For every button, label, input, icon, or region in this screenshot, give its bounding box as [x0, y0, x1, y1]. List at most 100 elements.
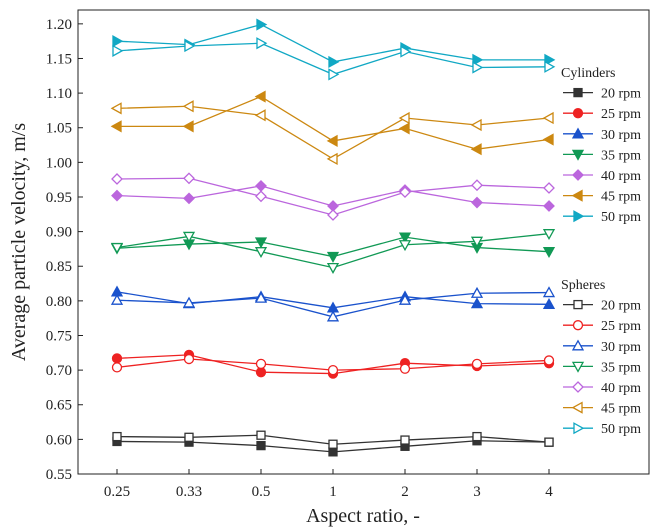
data-point: [256, 37, 268, 50]
y-tick-label: 1.05: [46, 121, 72, 137]
series-layer: [110, 18, 556, 457]
data-point: [326, 310, 340, 322]
data-point: [256, 18, 268, 31]
legend-marker: [571, 127, 585, 139]
legend-label: 20 rpm: [601, 299, 641, 314]
x-axis-title: Aspect ratio, -: [306, 505, 420, 527]
x-tick-label: 2: [401, 484, 409, 500]
data-point: [254, 247, 268, 259]
legend: Cylinders 20 rpm 25 rpm 30 rpm 35 rpm 40 rpm 4…: [561, 66, 641, 437]
data-point: [326, 134, 338, 147]
y-tick-label: 1.10: [46, 86, 72, 102]
data-point: [542, 247, 556, 259]
data-point: [183, 192, 195, 205]
data-point: [543, 200, 555, 212]
y-tick-label: 0.60: [46, 432, 72, 448]
data-point: [398, 240, 412, 252]
data-point: [470, 236, 484, 248]
data-point: [110, 293, 124, 305]
data-point: [543, 355, 555, 366]
data-point: [110, 242, 124, 254]
data-point: [472, 431, 482, 442]
data-point: [544, 437, 554, 447]
legend-label: 25 rpm: [601, 319, 641, 334]
data-point: [399, 363, 411, 374]
legend-marker: [573, 299, 583, 310]
data-point: [183, 172, 195, 185]
legend-marker: [572, 381, 584, 393]
data-point: [398, 232, 412, 244]
series-spheres-45-rpm: [110, 100, 554, 166]
data-point: [328, 55, 340, 69]
data-point: [112, 35, 124, 48]
y-axis-title: Average particle velocity, m/s: [8, 123, 30, 361]
data-point: [398, 293, 412, 305]
data-point: [327, 364, 339, 376]
data-point: [472, 61, 484, 74]
data-point: [470, 118, 482, 132]
legend-entry: 25 rpm: [563, 319, 641, 334]
x-tick-label: 0.5: [252, 484, 271, 500]
series-spheres-20-rpm: [112, 430, 554, 449]
series-spheres-35-rpm: [110, 229, 556, 274]
data-point: [182, 120, 194, 133]
data-point: [542, 229, 556, 241]
legend-entry: 20 rpm: [563, 87, 641, 102]
legend-label: 40 rpm: [601, 381, 641, 396]
legend-group-title: Spheres: [561, 278, 605, 293]
data-point: [255, 367, 267, 378]
y-tick-label: 0.65: [46, 398, 72, 414]
legend-entry: 50 rpm: [563, 210, 641, 225]
y-tick-label: 0.70: [46, 363, 72, 379]
legend-entry: 30 rpm: [563, 127, 641, 143]
data-point: [256, 440, 266, 451]
legend-group-title: Cylinders: [561, 66, 615, 81]
data-point: [328, 447, 338, 457]
data-point: [326, 251, 340, 263]
data-point: [543, 182, 555, 194]
data-point: [184, 39, 196, 53]
data-point: [255, 358, 267, 370]
data-point: [398, 122, 410, 135]
y-axis-ticks: 0.55 0.60 0.65 0.70 0.75 0.80 0.85 0.90 0.95 1.00…: [46, 17, 83, 483]
legend-entry: 20 rpm: [563, 299, 641, 314]
data-point: [112, 431, 122, 442]
series-cylinders-30-rpm: [110, 285, 556, 313]
legend-entry: 35 rpm: [563, 360, 641, 375]
data-point: [400, 435, 410, 445]
y-tick-label: 0.80: [46, 294, 72, 310]
legend-entry: 30 rpm: [563, 339, 641, 355]
data-point: [112, 44, 124, 57]
series-spheres-30-rpm: [110, 286, 556, 322]
x-axis-ticks: 0.25 0.33 0.5 1 2 3 4: [104, 469, 553, 500]
series-spheres-40-rpm: [111, 172, 555, 221]
data-point: [328, 439, 338, 449]
x-tick-label: 1: [329, 484, 337, 500]
data-point: [111, 353, 123, 364]
data-point: [110, 120, 122, 133]
series-spheres-50-rpm: [112, 37, 556, 81]
y-tick-label: 0.95: [46, 190, 72, 206]
legend-label: 35 rpm: [601, 148, 641, 163]
data-point: [470, 143, 482, 156]
legend-entry: 45 rpm: [563, 401, 641, 417]
x-tick-label: 0.33: [176, 484, 202, 500]
legend-marker: [571, 339, 585, 351]
data-point: [111, 189, 123, 202]
data-point: [542, 286, 556, 298]
legend-label: 20 rpm: [601, 87, 641, 102]
data-point: [399, 186, 411, 199]
legend-marker: [571, 401, 583, 414]
data-point: [182, 100, 194, 113]
plot-frame: [77, 9, 650, 475]
data-point: [254, 291, 268, 303]
legend-label: 45 rpm: [601, 402, 641, 417]
legend-marker: [573, 87, 583, 98]
y-tick-label: 0.85: [46, 259, 72, 275]
data-point: [471, 358, 483, 370]
legend-marker: [571, 189, 583, 202]
data-point: [256, 430, 266, 440]
data-point: [326, 262, 340, 274]
data-point: [400, 45, 412, 58]
